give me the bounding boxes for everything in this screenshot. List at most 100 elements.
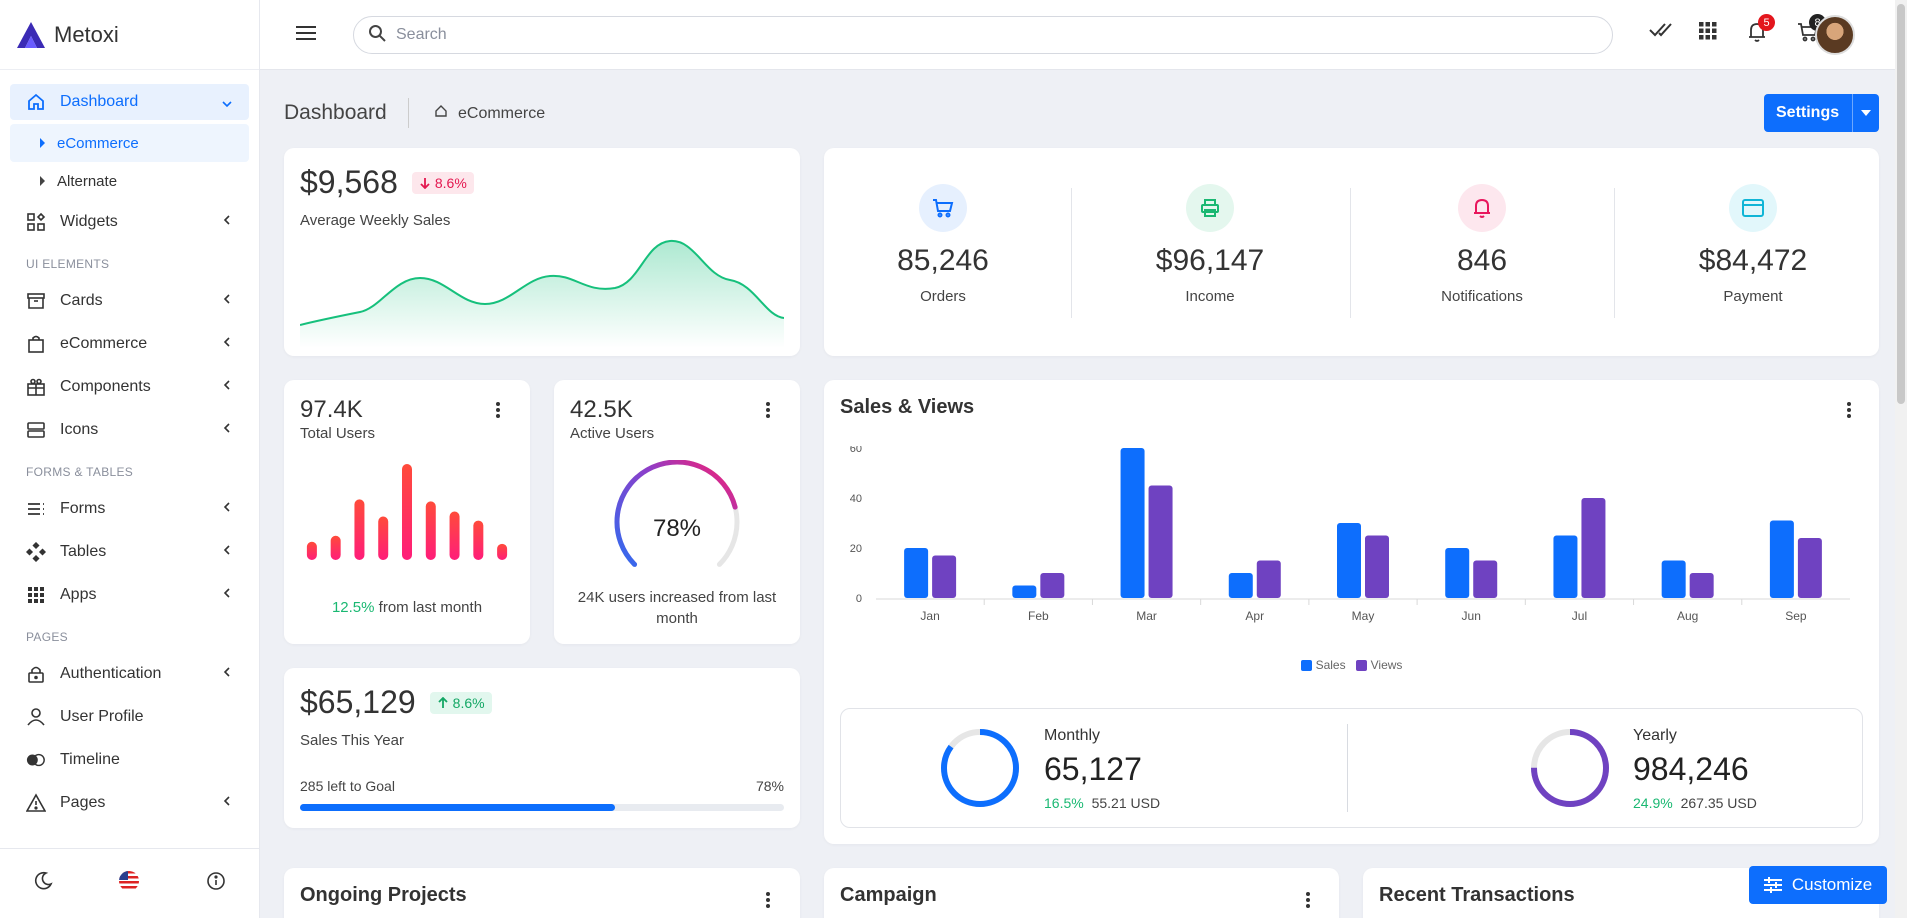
avatar[interactable] (1815, 15, 1855, 55)
us-flag-icon[interactable] (118, 870, 140, 897)
legend-item-sales[interactable]: Sales (1300, 658, 1346, 672)
arrow-up-icon (438, 696, 448, 708)
bar-sales-apr[interactable] (1228, 573, 1253, 598)
sidebar-item-forms[interactable]: Forms (10, 487, 249, 530)
bar-views-may[interactable] (1365, 535, 1389, 599)
bar-views-jun[interactable] (1473, 560, 1498, 599)
page-scrollbar[interactable] (1895, 0, 1907, 918)
monthly-usd: 55.21 USD (1091, 795, 1161, 811)
bar-sales-sep[interactable] (1769, 520, 1794, 599)
sidebar-item-icons[interactable]: Icons (10, 408, 249, 451)
sidebar-item-ecommerce[interactable]: eCommerce (10, 322, 249, 365)
caret-right-icon (40, 176, 45, 186)
bar-sales-jun[interactable] (1445, 548, 1470, 598)
ongoing-projects-card: Ongoing Projects (284, 868, 800, 918)
bar-sales-jan[interactable] (904, 548, 929, 598)
active-users-value: 42.5K (570, 396, 633, 423)
legend-item-views[interactable]: Views (1355, 658, 1402, 672)
bar-views-mar[interactable] (1148, 485, 1173, 599)
sidebar-item-tables[interactable]: Tables (10, 530, 249, 573)
weekly-sales-value: $9,568 (300, 164, 398, 200)
bar-views-jan[interactable] (932, 555, 957, 599)
goal-percent: 78% (755, 778, 784, 794)
sidebar-nav: Dashboard eCommerce Alternate Widgets UI… (0, 70, 259, 824)
y-tick-label: 20 (850, 543, 862, 555)
sidebar-item-components[interactable]: Components (10, 365, 249, 408)
info-icon[interactable] (206, 871, 226, 896)
stat-label: Income (1185, 288, 1235, 305)
more-vertical-icon[interactable] (1306, 892, 1310, 910)
gift-icon (26, 377, 46, 397)
sidebar-item-timeline[interactable]: Timeline (10, 738, 249, 781)
sidebar-subitem-alternate[interactable]: Alternate (10, 162, 249, 200)
monthly-value: 65,127 (1044, 751, 1142, 787)
sales-views-title: Sales & Views (840, 396, 975, 418)
search-input[interactable] (396, 26, 1496, 44)
shopping-bag-icon (26, 334, 46, 354)
yearly-meta: 24.9% 267.35 USD (1633, 795, 1757, 811)
sidebar-item-authentication[interactable]: Authentication (10, 652, 249, 695)
sidebar-item-pages[interactable]: Pages (10, 781, 249, 824)
sidebar-item-dashboard[interactable]: Dashboard (10, 84, 249, 120)
customize-button[interactable]: Customize (1749, 866, 1887, 904)
settings-label: Settings (1776, 104, 1840, 121)
bar-views-aug[interactable] (1689, 573, 1714, 598)
stat-label: Payment (1723, 288, 1783, 305)
monthly-meta: 16.5% 55.21 USD (1044, 795, 1160, 811)
goal-progress-track (300, 804, 784, 811)
transactions-title: Recent Transactions (1379, 884, 1575, 906)
scrollbar-thumb[interactable] (1897, 4, 1905, 404)
menu-icon[interactable] (296, 24, 316, 47)
x-tick-label: May (1352, 609, 1375, 623)
stat-notifications: 846 Notifications (1367, 184, 1597, 305)
bar-views-apr[interactable] (1256, 560, 1281, 599)
topbar: 5 8 (260, 0, 1907, 70)
brand[interactable]: Metoxi (0, 0, 259, 70)
search-bar[interactable] (353, 16, 1613, 54)
more-vertical-icon[interactable] (496, 402, 500, 420)
x-tick-label: Feb (1028, 609, 1049, 623)
cart-icon (919, 184, 967, 232)
bar-sales-aug[interactable] (1661, 560, 1686, 599)
diamond-grid-icon (26, 541, 46, 562)
bar-views-feb[interactable] (1040, 573, 1065, 598)
bar-sales-may[interactable] (1337, 523, 1361, 598)
total-users-bar-chart (306, 464, 508, 560)
stat-value: $84,472 (1698, 244, 1808, 277)
y-tick-label: 0 (856, 593, 862, 605)
stat-divider (1071, 188, 1072, 318)
sales-year-label: Sales This Year (300, 732, 404, 749)
sales-views-card: Sales & Views 0 20 40 60 Jan Feb Mar Apr May Jun J… (824, 380, 1879, 844)
settings-button[interactable]: Settings (1764, 94, 1879, 132)
stat-payment: $84,472 Payment (1638, 184, 1868, 305)
sidebar-subitem-ecommerce[interactable]: eCommerce (10, 124, 249, 162)
bar-sales-mar[interactable] (1120, 448, 1145, 598)
more-vertical-icon[interactable] (766, 402, 770, 420)
notification-bell-icon[interactable]: 5 (1748, 14, 1775, 47)
x-tick-label: Sep (1785, 609, 1807, 623)
users-bar (425, 501, 436, 560)
more-vertical-icon[interactable] (766, 892, 770, 910)
sidebar-item-label: User Profile (60, 707, 144, 725)
apps-grid-icon[interactable] (1699, 22, 1717, 45)
x-tick-label: Aug (1677, 609, 1698, 623)
sales-year-card: $65,129 8.6% Sales This Year 285 left to… (284, 668, 800, 828)
breadcrumb[interactable]: eCommerce (434, 104, 545, 123)
sidebar-item-user-profile[interactable]: User Profile (10, 695, 249, 738)
sidebar-item-widgets[interactable]: Widgets (10, 200, 249, 243)
breadcrumb-label: eCommerce (458, 104, 546, 122)
legend-swatch (1355, 659, 1367, 671)
bar-sales-feb[interactable] (1012, 585, 1037, 599)
moon-icon[interactable] (33, 871, 53, 896)
bar-views-jul[interactable] (1581, 498, 1606, 598)
sidebar-item-cards[interactable]: Cards (10, 279, 249, 322)
more-vertical-icon[interactable] (1847, 402, 1851, 420)
double-check-icon[interactable] (1649, 22, 1673, 43)
bar-views-sep[interactable] (1797, 538, 1822, 598)
sidebar-item-apps[interactable]: Apps (10, 573, 249, 616)
chevron-left-icon (221, 292, 233, 310)
caret-down-icon[interactable] (1852, 94, 1879, 132)
bar-sales-jul[interactable] (1553, 535, 1578, 599)
chevron-left-icon (221, 794, 233, 812)
stat-divider (1614, 188, 1615, 318)
